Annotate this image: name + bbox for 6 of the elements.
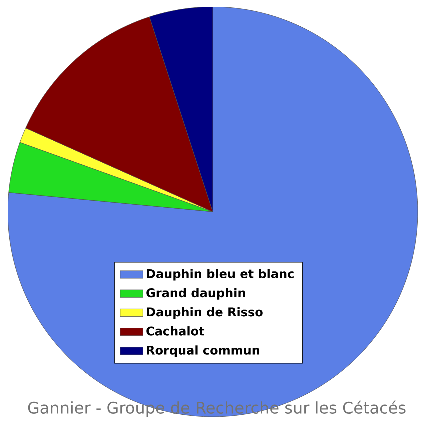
text: Gannier - Groupe de Recherche sur les Cétacés: [28, 400, 406, 418]
legend-label: Dauphin bleu et blanc: [147, 269, 294, 281]
legend-label: Cachalot: [146, 326, 205, 336]
legend-label: Dauphin de Risso: [147, 307, 263, 320]
legend-label: Rorqual commun: [147, 346, 260, 358]
legend-label: Grand dauphin: [146, 288, 246, 300]
